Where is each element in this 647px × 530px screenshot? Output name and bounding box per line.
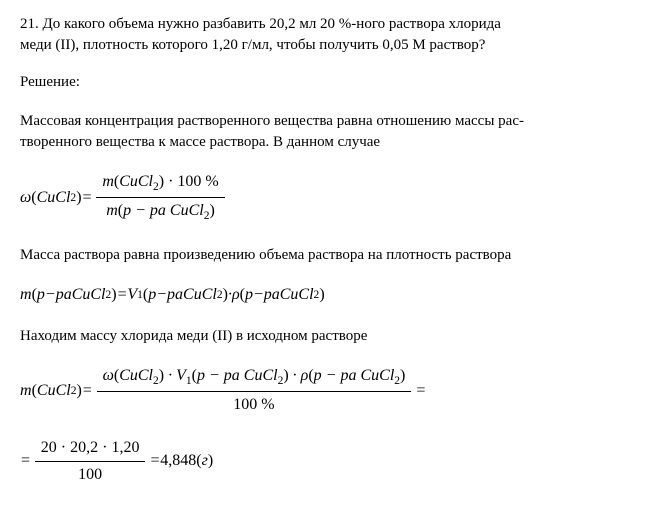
f4-unit-close: ) — [208, 450, 213, 472]
f1-den-ra: ра — [150, 202, 170, 219]
f2-lhs-p: p — [37, 284, 45, 306]
f1-num-compound: CuCl — [119, 173, 153, 190]
f2-rho-close: ) — [319, 284, 324, 306]
explanation-1-line1: Массовая концентрация растворенного веще… — [20, 113, 524, 129]
f1-eq: = — [82, 187, 93, 209]
problem-statement: 21. До какого объема нужно разбавить 20,… — [20, 14, 627, 56]
formula-4: = 20 · 20,2 · 1,20 100 = 4,848 (г) — [20, 437, 627, 487]
f2-rho-dash: − — [253, 284, 264, 306]
formula-3: m(CuCl2) = ω(CuCl2) · V1(p − ра CuCl2) ·… — [20, 365, 627, 417]
formula-1: ω(CuCl2) = m(CuCl2) · 100 % m(p − ра CuC… — [20, 171, 627, 225]
f1-lhs-compound: CuCl — [37, 187, 71, 209]
f4-den: 100 — [72, 462, 108, 486]
f3-num-rho-ra: ра — [340, 367, 360, 384]
explanation-3: Находим массу хлорида меди (II) в исходн… — [20, 326, 627, 347]
f2-rho-ra: ра — [264, 284, 280, 306]
f3-eq: = — [82, 380, 93, 402]
solution-label: Решение: — [20, 72, 627, 93]
f3-num-o-compound: CuCl — [119, 367, 153, 384]
f3-num-rho-close: ) — [400, 367, 405, 384]
f3-trail-eq: = — [415, 380, 426, 402]
f3-num-rho-compound: CuCl — [360, 367, 394, 384]
f2-v-ra: ра — [167, 284, 183, 306]
f2-lhs-dash: − — [45, 284, 56, 306]
problem-text-line1: До какого объема нужно разбавить 20,2 мл… — [43, 16, 501, 32]
f1-den-dash: − — [131, 202, 150, 219]
f1-den-compound: CuCl — [170, 202, 204, 219]
f2-lhs-ra: ра — [56, 284, 72, 306]
problem-number: 21. — [20, 16, 39, 32]
f2-rho: ρ — [232, 284, 240, 306]
f1-den-p: p — [123, 202, 131, 219]
f1-den-m: m — [106, 202, 118, 219]
f3-num-rho-p: p — [314, 367, 322, 384]
f1-num-m: m — [102, 173, 114, 190]
f1-omega: ω — [20, 187, 31, 209]
explanation-1-line2: творенного вещества к массе раствора. В … — [20, 134, 380, 150]
f2-v: V — [127, 284, 137, 306]
f1-fraction: m(CuCl2) · 100 % m(p − ра CuCl2) — [96, 171, 224, 225]
explanation-2: Масса раствора равна произведению объема… — [20, 245, 627, 266]
f2-lhs-m: m — [20, 284, 32, 306]
f3-num-v-p: p — [197, 367, 205, 384]
f4-num: 20 · 20,2 · 1,20 — [35, 437, 146, 462]
f2-v-p: p — [148, 284, 156, 306]
f3-num-omega: ω — [103, 367, 114, 384]
f3-lhs-m: m — [20, 380, 32, 402]
f2-lhs-compound: CuCl — [72, 284, 106, 306]
f3-num-mult2: · — [289, 367, 301, 384]
f3-num-v-dash: − — [205, 367, 224, 384]
explanation-1: Массовая концентрация растворенного веще… — [20, 111, 627, 153]
f3-num-rho-dash: − — [322, 367, 341, 384]
formula-2: m(p − ра CuCl2) = V1(p − ра CuCl2) · ρ(p… — [20, 284, 627, 306]
f2-v-compound: CuCl — [183, 284, 217, 306]
f3-lhs-compound: CuCl — [37, 380, 71, 402]
f4-lead-eq: = — [20, 450, 31, 472]
f1-den-close: ) — [209, 202, 214, 219]
f4-fraction: 20 · 20,2 · 1,20 100 — [35, 437, 146, 487]
f2-v-dash: − — [156, 284, 167, 306]
f3-num-mult1: · — [164, 367, 176, 384]
f2-rho-p: p — [245, 284, 253, 306]
f3-num-v: V — [176, 367, 186, 384]
f1-num-mult: · 100 % — [164, 173, 219, 190]
f3-num-v-ra: ра — [224, 367, 244, 384]
f3-den: 100 % — [227, 392, 280, 416]
f4-eq: = — [149, 450, 160, 472]
f2-eq: = — [117, 284, 128, 306]
f3-num-v-compound: CuCl — [244, 367, 278, 384]
f4-result: 4,848 — [160, 450, 196, 472]
f2-rho-compound: CuCl — [280, 284, 314, 306]
f3-fraction: ω(CuCl2) · V1(p − ра CuCl2) · ρ(p − ра C… — [97, 365, 412, 417]
problem-text-line2: меди (II), плотность которого 1,20 г/мл,… — [20, 37, 485, 53]
